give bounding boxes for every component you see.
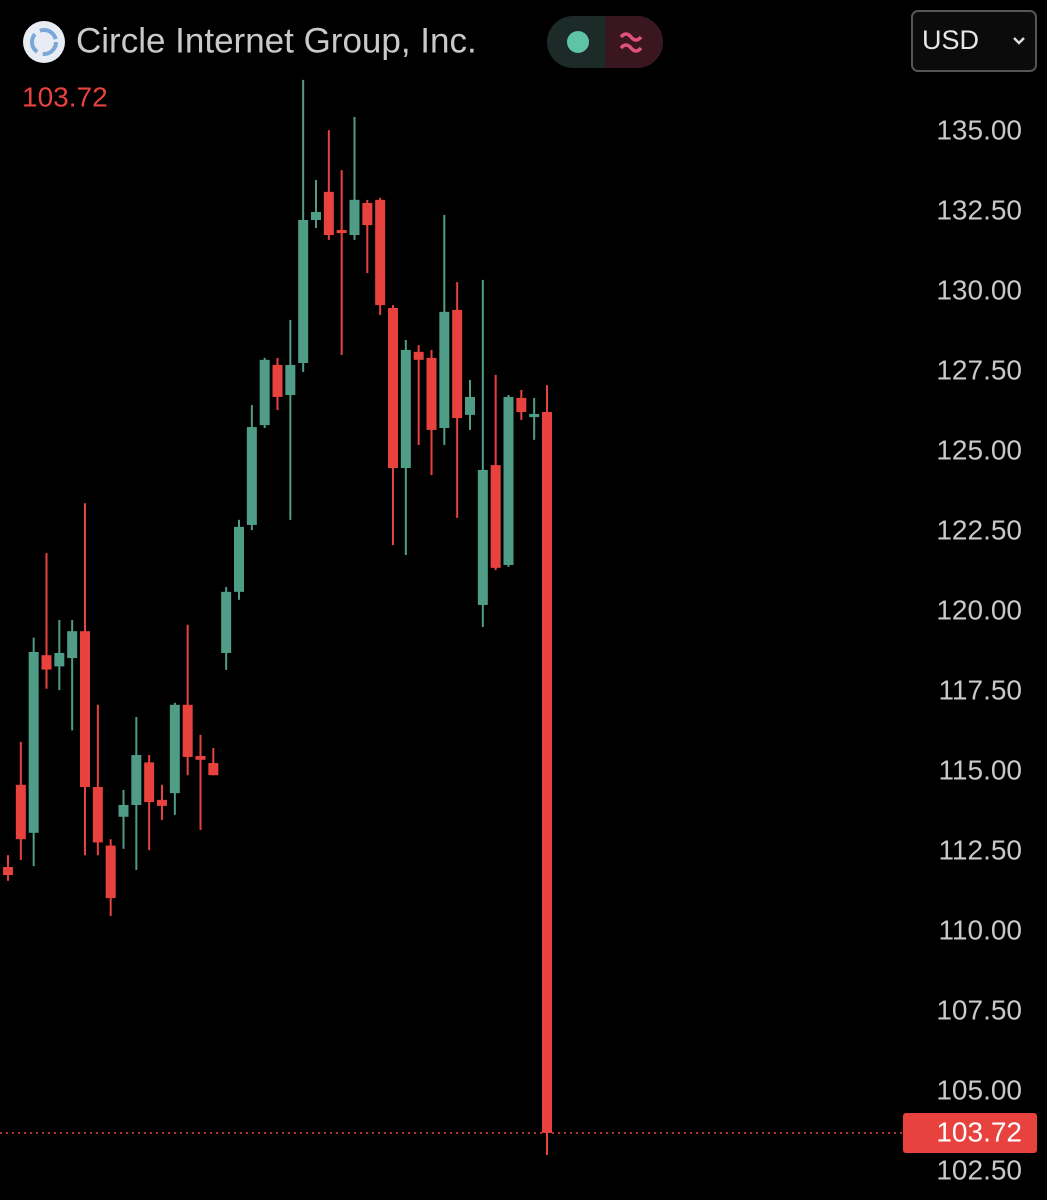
candle-body xyxy=(234,526,244,592)
candle-body xyxy=(41,655,52,670)
candle-body xyxy=(221,591,232,653)
candle-body xyxy=(54,652,65,667)
y-tick-label: 112.50 xyxy=(938,834,1022,865)
candle-body xyxy=(3,867,13,876)
candle-body xyxy=(542,412,552,1133)
y-tick-label: 132.50 xyxy=(936,194,1022,225)
candle-body xyxy=(375,199,386,306)
candle-body xyxy=(195,756,206,760)
candle-body xyxy=(67,631,78,659)
candle-body xyxy=(490,465,501,568)
y-tick-label: 127.50 xyxy=(936,354,1022,385)
last-price: 103.72 xyxy=(22,81,108,112)
y-tick-label: 105.00 xyxy=(936,1074,1022,1105)
y-tick-label: 122.50 xyxy=(936,514,1022,545)
y-tick-label: 117.50 xyxy=(938,674,1022,705)
candle-body xyxy=(28,652,39,833)
candle-body xyxy=(477,469,488,605)
currency-label: USD xyxy=(922,25,979,55)
candle-body xyxy=(131,755,142,805)
candle-body xyxy=(503,396,514,565)
candle-body xyxy=(169,704,180,794)
currency-select[interactable]: USD xyxy=(911,10,1037,72)
candle-body xyxy=(144,762,155,803)
candle-body xyxy=(362,203,373,226)
last-price-badge xyxy=(903,1112,1037,1153)
candle-body xyxy=(182,704,193,757)
candle-body xyxy=(92,787,103,843)
y-tick-label: 125.00 xyxy=(936,434,1022,465)
last-price-badge-label: 103.72 xyxy=(936,1116,1022,1147)
candle-body xyxy=(285,364,296,396)
candle-body xyxy=(272,364,283,397)
candle-body xyxy=(529,413,540,418)
candle-body xyxy=(516,397,527,412)
candle-body xyxy=(246,427,257,525)
candle-body xyxy=(311,212,321,220)
pill-right xyxy=(605,16,663,68)
y-tick-label: 102.50 xyxy=(936,1154,1022,1185)
candle-body xyxy=(118,804,129,817)
candle-body xyxy=(452,309,463,419)
candle-body xyxy=(426,357,437,430)
y-tick-label: 135.00 xyxy=(936,114,1022,145)
logo-circle xyxy=(23,21,65,63)
candle-body xyxy=(336,229,347,234)
y-tick-label: 120.00 xyxy=(936,594,1022,625)
y-tick-label: 130.00 xyxy=(936,274,1022,305)
candle-body xyxy=(413,351,424,360)
candle-body xyxy=(400,349,411,468)
candle-body xyxy=(388,308,398,468)
status-dot xyxy=(567,31,589,53)
candle-body xyxy=(105,845,116,899)
y-tick-label: 115.00 xyxy=(938,754,1022,785)
candle-body xyxy=(349,199,360,236)
candle-body xyxy=(465,396,475,415)
chevron xyxy=(1013,37,1025,45)
candle-body xyxy=(208,763,219,776)
logo xyxy=(23,21,65,63)
y-tick-label: 107.50 xyxy=(936,994,1022,1025)
chart-title: Circle Internet Group, Inc. xyxy=(76,21,477,60)
candle-body xyxy=(157,799,167,806)
candle-body xyxy=(323,191,334,236)
candle-body xyxy=(80,631,90,788)
candle-body xyxy=(15,784,26,840)
candle-body xyxy=(259,359,270,426)
candle-body xyxy=(439,311,450,428)
status-pill[interactable] xyxy=(547,16,663,68)
y-tick-label: 110.00 xyxy=(938,914,1022,945)
wave-icon xyxy=(619,32,643,53)
candle-body xyxy=(298,220,309,364)
logo-ring xyxy=(30,28,58,56)
currency-box xyxy=(911,10,1037,72)
